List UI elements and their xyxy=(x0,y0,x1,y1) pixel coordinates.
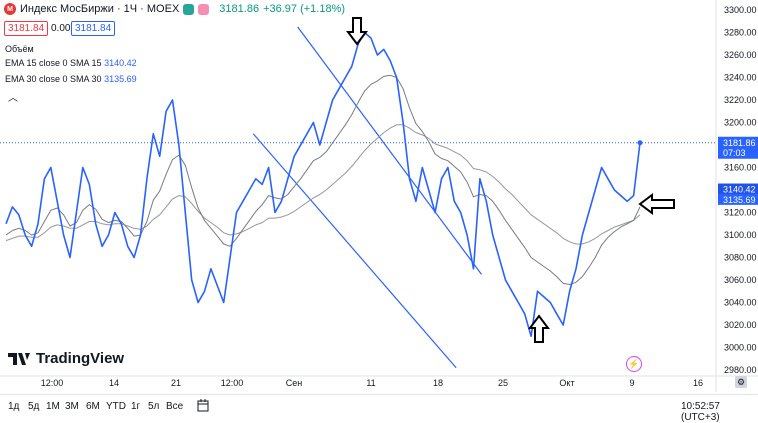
channel-lower-line xyxy=(252,133,457,369)
x-tick-label: Сен xyxy=(286,378,303,388)
spread-value: 0.00 xyxy=(51,23,71,34)
y-tick-label: 3100.00 xyxy=(724,230,757,240)
ema15-badge xyxy=(718,183,758,195)
last-price-badge-text: 3181.86 xyxy=(723,138,756,148)
sell-button[interactable]: 3181.84 xyxy=(4,21,49,36)
x-tick-label: 21 xyxy=(171,378,181,388)
symbol-title[interactable]: Индекс МосБиржи · 1Ч · MOEX xyxy=(20,3,180,15)
x-tick-label: 9 xyxy=(629,378,634,388)
x-tick-label: 12:00 xyxy=(41,378,64,388)
x-tick-label: 18 xyxy=(433,378,443,388)
tradingview-logo-icon xyxy=(8,352,30,365)
chart-header: М Индекс МосБиржи · 1Ч · MOEX 3181.86 +3… xyxy=(4,3,345,15)
tradingview-logo: TradingView xyxy=(8,350,124,367)
x-tick-label: 16 xyxy=(693,378,703,388)
range-6m[interactable]: 6M xyxy=(86,401,100,412)
calendar-icon[interactable] xyxy=(197,399,209,412)
price-change: +36.97 (+1.18%) xyxy=(263,3,346,15)
last-price: 3181.86 xyxy=(219,3,260,15)
last-price-badge xyxy=(718,136,758,159)
y-tick-label: 3260.00 xyxy=(724,50,757,60)
last-price-badge-text: 07:03 xyxy=(723,148,746,158)
annotation-arrow-down xyxy=(346,17,368,46)
range-1d[interactable]: 1д xyxy=(8,401,20,412)
lightning-icon[interactable]: ⚡ xyxy=(626,356,642,372)
y-tick-label: 3220.00 xyxy=(724,95,757,105)
y-tick-label: 3200.00 xyxy=(724,118,757,128)
range-1y[interactable]: 1г xyxy=(131,401,141,412)
ema15-legend[interactable]: EMA 15 close 0 SMA 15 3140.42 xyxy=(5,58,137,68)
ema15-badge-text: 3140.42 xyxy=(723,185,756,195)
ema30-series-line xyxy=(5,124,641,245)
volume-legend[interactable]: Объём xyxy=(5,44,34,54)
x-tick-label: 25 xyxy=(498,378,508,388)
range-3m[interactable]: 3M xyxy=(65,401,79,412)
market-open-icon xyxy=(183,3,195,15)
x-tick-label: 12:00 xyxy=(221,378,244,388)
ema30-legend[interactable]: EMA 30 close 0 SMA 30 3135.69 xyxy=(5,74,137,84)
range-1m[interactable]: 1M xyxy=(46,401,60,412)
ema15-series-line xyxy=(5,74,641,285)
last-price-dot xyxy=(637,140,643,146)
moex-logo-icon: М xyxy=(4,3,16,15)
range-all[interactable]: Все xyxy=(166,401,184,412)
y-tick-label: 3080.00 xyxy=(724,253,757,263)
y-tick-label: 2980.00 xyxy=(724,365,757,375)
channel-upper-line xyxy=(297,26,482,275)
y-tick-label: 3280.00 xyxy=(724,28,757,38)
y-tick-label: 3060.00 xyxy=(724,275,757,285)
x-tick-label: 14 xyxy=(109,378,119,388)
buy-button[interactable]: 3181.84 xyxy=(71,21,116,36)
bottom-toolbar: 1д 5д 1M 3M 6M YTD 1г 5л Все 10:52:57 (U… xyxy=(0,394,758,423)
y-tick-label: 3000.00 xyxy=(724,343,757,353)
range-5d[interactable]: 5д xyxy=(28,401,40,412)
y-tick-label: 3120.00 xyxy=(724,208,757,218)
price-series-line xyxy=(5,31,641,338)
y-tick-label: 3040.00 xyxy=(724,298,757,308)
y-tick-label: 3300.00 xyxy=(724,5,757,15)
x-tick-label: 11 xyxy=(366,378,375,388)
clock: 10:52:57 (UTC+3) xyxy=(681,401,720,423)
collapse-chevron-icon[interactable]: ︿ xyxy=(8,93,18,104)
range-ytd[interactable]: YTD xyxy=(106,401,126,412)
y-tick-label: 3240.00 xyxy=(724,73,757,83)
y-tick-label: 3160.00 xyxy=(724,163,757,173)
settings-gear-icon[interactable]: ⚙ xyxy=(735,376,747,388)
x-tick-label: Окт xyxy=(559,378,574,388)
ema30-badge-text: 3135.69 xyxy=(723,195,756,205)
annotation-arrow-left xyxy=(638,193,675,215)
wave-icon xyxy=(198,3,210,15)
range-5y[interactable]: 5л xyxy=(148,401,160,412)
ema30-badge xyxy=(718,193,758,205)
y-tick-label: 3020.00 xyxy=(724,320,757,330)
annotation-arrow-up xyxy=(528,314,550,343)
